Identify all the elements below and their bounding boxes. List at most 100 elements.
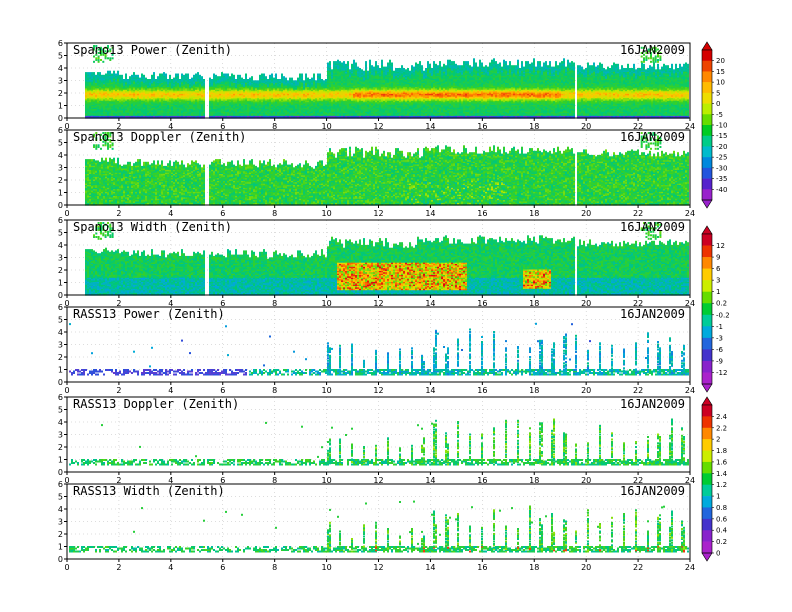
x-tick-label: 8 (272, 386, 277, 395)
x-tick-label: 6 (220, 209, 225, 218)
y-tick-label: 3 (58, 164, 63, 173)
y-tick-label: 2 (58, 353, 63, 362)
colorbar-label: 0 (716, 100, 720, 108)
y-tick-label: 1 (58, 102, 63, 111)
colorbar-label: -10 (716, 122, 727, 130)
colorbar-segment (702, 257, 712, 269)
colorbar-arrow-bottom (701, 199, 713, 209)
x-tick-label: 24 (685, 299, 695, 308)
y-tick-label: 0 (58, 114, 63, 123)
colorbar-arrow-bottom (701, 552, 713, 562)
x-tick-label: 16 (477, 209, 487, 218)
data-cells (69, 322, 689, 376)
colorbar-segment (702, 484, 712, 497)
data-cells (69, 418, 689, 466)
x-tick-label: 6 (220, 563, 225, 572)
colorbar-segment (702, 291, 712, 304)
x-tick-label: 14 (425, 563, 435, 572)
x-tick-label: 14 (425, 122, 435, 131)
colorbar-label: 6 (716, 265, 721, 273)
colorbar-segment (702, 50, 712, 62)
x-tick-label: 2 (116, 563, 121, 572)
x-tick-label: 4 (168, 122, 173, 131)
colorbar-label: -30 (716, 164, 727, 172)
y-tick-label: 3 (58, 431, 63, 440)
panel-title: Spano13 Doppler (Zenith) (73, 130, 246, 144)
colorbar-label: 0 (716, 550, 720, 558)
y-tick-label: 5 (58, 139, 63, 148)
x-tick-label: 2 (116, 209, 121, 218)
x-tick-label: 4 (168, 563, 173, 572)
x-tick-label: 16 (477, 563, 487, 572)
colorbar-width: 12 9 6 3 1 0.2 -0.2 -1 -3 -6 -9 -12 (701, 225, 730, 393)
colorbar-segment (702, 461, 712, 474)
colorbar-segment (702, 314, 712, 327)
x-tick-label: 24 (685, 476, 695, 485)
colorbar-label: 2.2 (716, 424, 727, 432)
colorbar-label: 0.8 (716, 504, 727, 512)
x-tick-label: 10 (321, 563, 331, 572)
colorbar-segment (702, 405, 712, 417)
y-tick-label: 0 (58, 378, 63, 387)
x-tick-label: 6 (220, 299, 225, 308)
colorbar-segment (702, 337, 712, 350)
colorbar-label: 9 (716, 254, 720, 262)
colorbar-segment (702, 245, 712, 258)
x-tick-label: 10 (321, 386, 331, 395)
colorbar-segment (702, 280, 712, 292)
x-tick-label: 10 (321, 299, 331, 308)
colorbar-label: 15 (716, 68, 725, 76)
colorbar-label: 10 (716, 79, 725, 87)
x-tick-label: 20 (581, 386, 591, 395)
panel-date: 16JAN2009 (620, 484, 685, 498)
x-tick-label: 18 (529, 386, 539, 395)
x-tick-label: 2 (116, 386, 121, 395)
y-tick-label: 1 (58, 189, 63, 198)
x-tick-label: 12 (373, 476, 383, 485)
y-tick-label: 6 (58, 303, 63, 312)
colorbar-segment (702, 135, 712, 147)
y-tick-label: 6 (58, 393, 63, 402)
colorbar-label: -1 (716, 323, 723, 331)
x-tick-label: 0 (64, 299, 69, 308)
colorbar-label: -25 (716, 154, 727, 162)
colorbar-segment (702, 372, 712, 385)
colorbar-segment (702, 496, 712, 508)
x-tick-label: 20 (581, 563, 591, 572)
x-tick-label: 14 (425, 299, 435, 308)
colorbar-label: 3 (716, 277, 720, 285)
colorbar-label: 2.4 (716, 413, 728, 421)
panel-title: Spano13 Power (Zenith) (73, 43, 232, 57)
x-tick-label: 0 (64, 386, 69, 395)
x-tick-label: 0 (64, 476, 69, 485)
colorbar-segment (702, 427, 712, 440)
colorbars-group: 20151050-5-10-15-20-25-30-35-401296310.2… (701, 41, 730, 562)
y-tick-label: 6 (58, 39, 63, 48)
colorbar-segment (702, 234, 712, 246)
x-tick-label: 12 (373, 386, 383, 395)
panel-date: 16JAN2009 (620, 397, 685, 411)
y-tick-label: 2 (58, 266, 63, 275)
x-tick-label: 12 (373, 209, 383, 218)
colorbar-label: 12 (716, 242, 725, 250)
colorbar-label: -5 (716, 111, 723, 119)
colorbar-segment (702, 189, 712, 201)
colorbar-segment (702, 82, 712, 94)
colorbar-rass: 2.4 2.2 2 1.8 1.6 1.4 1.2 1 0.8 0.6 0.4 0.2 0 (701, 396, 728, 562)
y-tick-label: 6 (58, 126, 63, 135)
y-tick-label: 5 (58, 52, 63, 61)
x-tick-label: 18 (529, 476, 539, 485)
colorbar-arrow-top (701, 225, 713, 235)
colorbar-frame (701, 233, 713, 385)
x-tick-label: 22 (633, 386, 643, 395)
panel-date: 16JAN2009 (620, 130, 685, 144)
colorbar-label: -6 (716, 346, 724, 354)
colorbar-label: -12 (716, 369, 727, 377)
colorbar-segment (702, 103, 712, 115)
colorbar-segment (702, 326, 712, 339)
y-tick-label: 0 (58, 291, 63, 300)
colorbar-segment (702, 268, 712, 281)
x-tick-label: 22 (633, 476, 643, 485)
